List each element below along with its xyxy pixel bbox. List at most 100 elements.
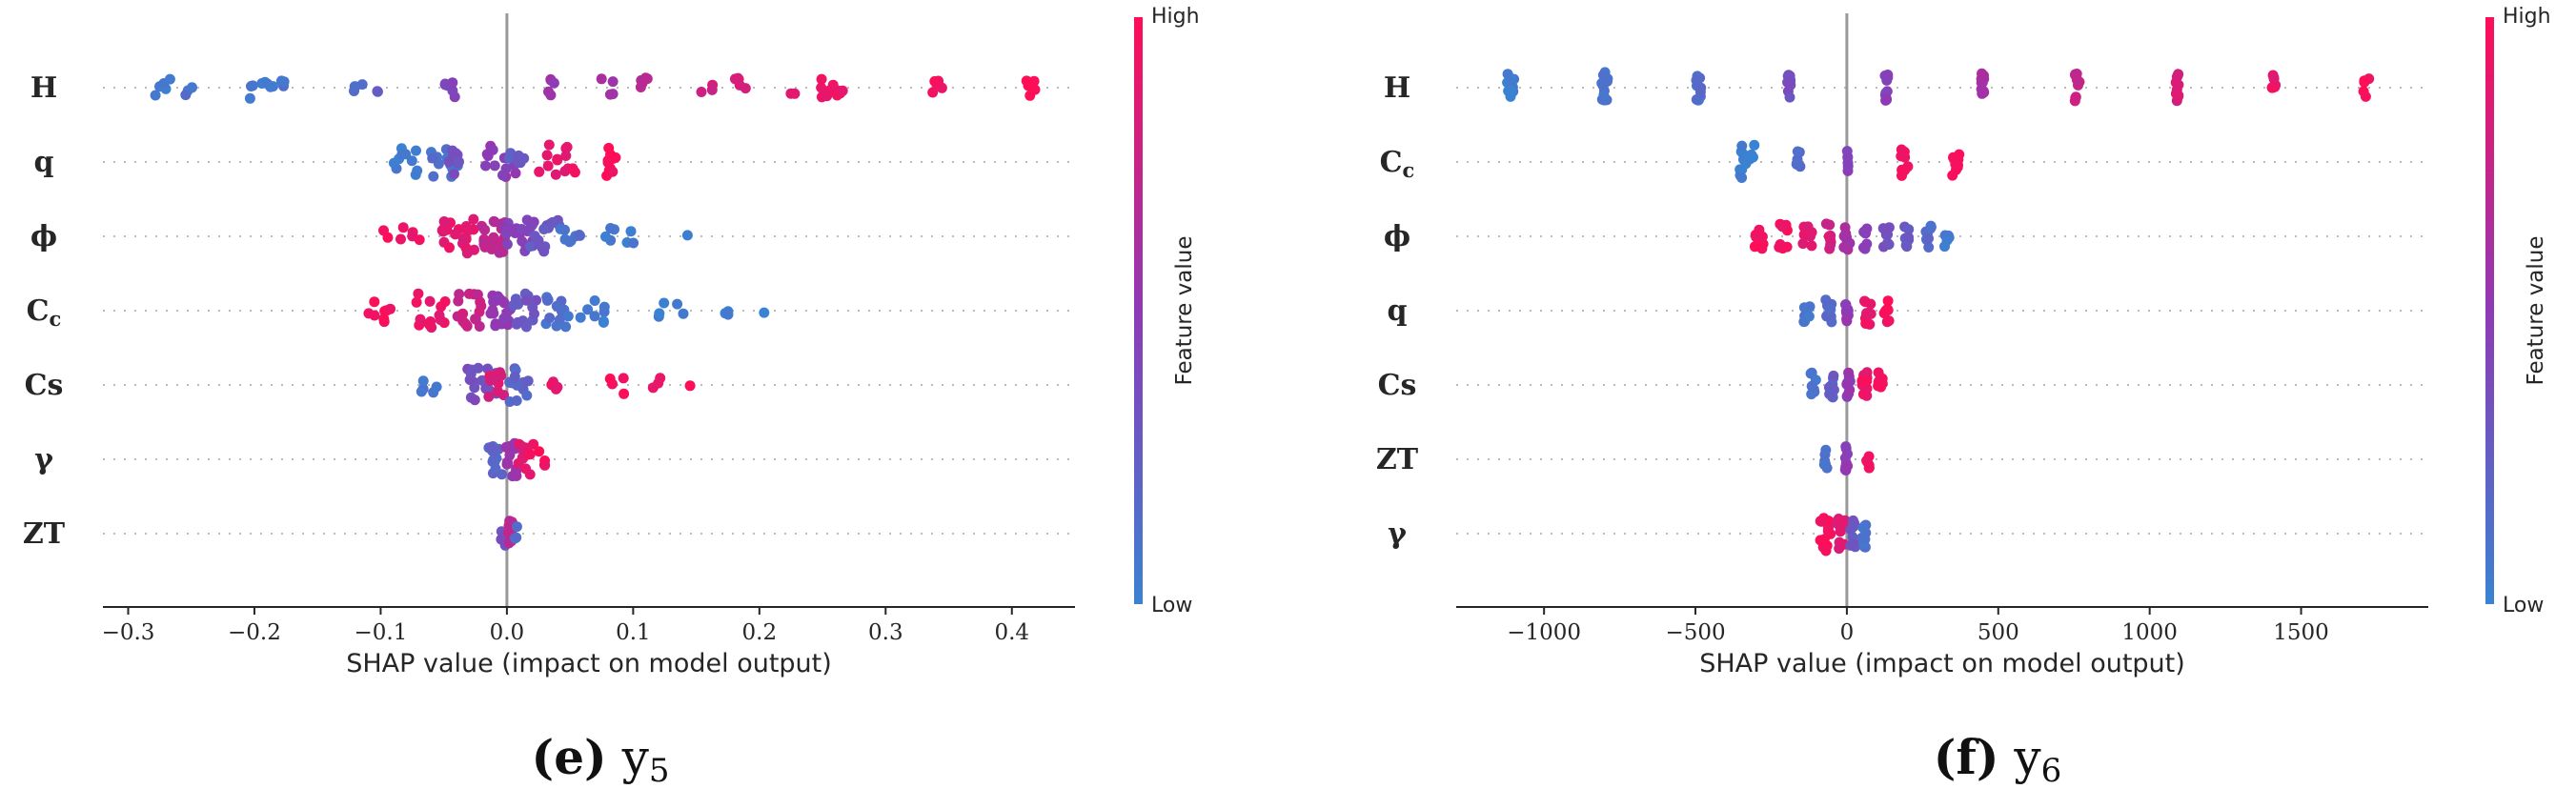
shap-point [1803, 311, 1815, 322]
caption-space [607, 730, 622, 785]
feature-label: q [34, 146, 54, 179]
shap-point [439, 79, 451, 91]
shap-point [1751, 232, 1762, 243]
shap-point [582, 304, 594, 315]
shap-point [2173, 69, 2184, 80]
shap-point [500, 163, 512, 174]
x-tick-label: −0.3 [102, 620, 155, 645]
shap-point [534, 166, 545, 177]
shap-point [1839, 453, 1851, 464]
shap-point [1023, 80, 1034, 91]
shap-point [512, 379, 522, 391]
shap-point [411, 296, 422, 308]
shap-point [434, 310, 445, 321]
shap-point [1806, 367, 1817, 378]
shap-point [470, 314, 481, 325]
shap-point [1823, 382, 1835, 394]
shap-point [696, 87, 707, 97]
shap-point [1861, 308, 1873, 319]
shap-point [552, 154, 563, 166]
shap-point [396, 233, 406, 245]
shap-point [1736, 140, 1748, 152]
shap-point [655, 373, 666, 384]
shap-point [265, 81, 276, 92]
feature-label: ZT [23, 517, 66, 551]
feature-label: q [1388, 294, 1408, 328]
shap-point [1835, 516, 1846, 528]
shap-point [684, 380, 696, 392]
shap-point [827, 79, 839, 91]
shap-point [1806, 227, 1817, 238]
shap-point [509, 371, 520, 382]
x-tick-label: 1000 [2121, 620, 2178, 645]
shap-point [468, 213, 479, 225]
x-tick-label: −500 [1665, 620, 1725, 645]
shap-point [678, 308, 689, 319]
shap-point [465, 368, 477, 379]
shap-point [1859, 295, 1870, 307]
colorbar: High Low Feature value [2485, 5, 2551, 617]
shap-point [1899, 152, 1911, 163]
shap-point [413, 288, 424, 299]
shap-point [635, 82, 646, 92]
shap-point [1784, 71, 1795, 82]
shap-point [457, 315, 469, 327]
shap-point [2360, 91, 2371, 102]
shap-point [1903, 232, 1914, 243]
shap-point [538, 246, 550, 257]
shap-point [414, 234, 425, 246]
shap-point [1978, 70, 1989, 81]
shap-point [424, 319, 436, 331]
shap-point [488, 455, 499, 466]
x-tick-label: 0.2 [742, 620, 778, 645]
shap-point [740, 83, 751, 94]
shap-point [164, 73, 175, 85]
shap-point [516, 224, 527, 234]
shap-point [438, 216, 450, 227]
shap-point [415, 314, 426, 325]
shap-point [672, 298, 683, 310]
shap-point [2267, 82, 2279, 93]
shap-point [1806, 240, 1817, 252]
feature-label: ϕ [30, 220, 57, 253]
shap-point [1505, 85, 1516, 96]
shap-point [1859, 534, 1871, 545]
caption-space [1999, 730, 2015, 785]
shap-point [487, 304, 498, 315]
shap-point [789, 88, 801, 99]
shap-point [521, 390, 533, 401]
shap-point [378, 314, 390, 325]
shap-point [1882, 295, 1894, 307]
shap-point [1876, 374, 1887, 386]
shap-point [489, 160, 500, 172]
shap-point [443, 156, 455, 168]
shap-point [1598, 90, 1610, 101]
x-ticks: −1000 −500 0 500 1000 1500 [1507, 607, 2329, 645]
shap-point [450, 229, 461, 240]
shap-point [722, 309, 734, 320]
shap-point [1820, 218, 1832, 230]
colorbar-high-label: High [2503, 5, 2551, 29]
shap-point [1840, 441, 1852, 453]
shap-point [1902, 161, 1914, 172]
shap-point [490, 318, 501, 330]
colorbar-low-label: Low [1151, 594, 1192, 617]
shap-point [1861, 367, 1873, 378]
shap-point [1882, 237, 1894, 249]
shap-point [1825, 239, 1836, 251]
shap-point [544, 313, 556, 324]
shap-point [1734, 164, 1746, 175]
colorbar-gradient [1134, 17, 1143, 604]
shap-point [542, 160, 554, 172]
shap-point [1847, 538, 1858, 550]
shap-point [1774, 241, 1785, 253]
shap-point [439, 296, 451, 307]
shap-summary-plot-y6: H Cc ϕ q Cs ZT γ −1000 −500 0 500 1000 1500 SHAP va… [1376, 5, 2551, 789]
shap-point [575, 230, 585, 241]
caption-letter: (e) [532, 729, 607, 785]
caption-subscript: 6 [2041, 752, 2062, 789]
shap-point [520, 321, 532, 333]
feature-label: H [1384, 71, 1410, 105]
x-tick-label: 500 [1978, 620, 2019, 645]
